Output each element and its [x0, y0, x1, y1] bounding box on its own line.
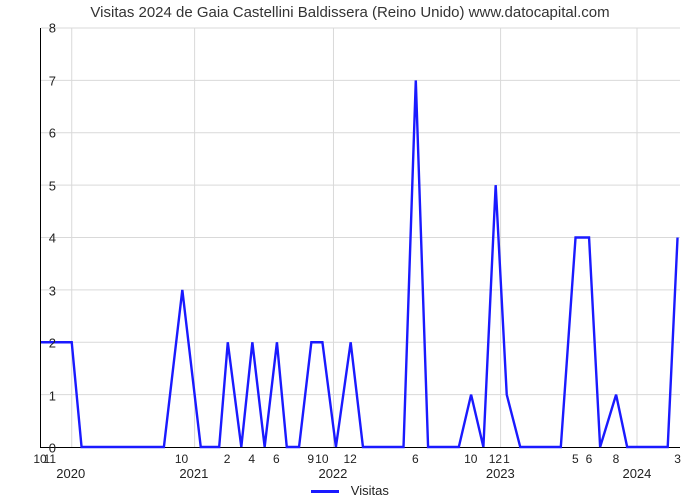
y-tick-label: 4: [16, 231, 56, 246]
x-tick-label: 12: [343, 452, 356, 466]
y-tick-label: 6: [16, 126, 56, 141]
y-tick-label: 2: [16, 336, 56, 351]
y-tick-label: 7: [16, 73, 56, 88]
x-tick-label: 8: [613, 452, 620, 466]
y-tick-label: 3: [16, 283, 56, 298]
x-year-label: 2021: [179, 466, 208, 481]
x-tick-label: 2: [224, 452, 231, 466]
x-year-label: 2020: [56, 466, 85, 481]
legend: Visitas: [0, 483, 700, 498]
x-year-label: 2022: [318, 466, 347, 481]
x-tick-label: 5: [572, 452, 579, 466]
x-tick-label: 12: [489, 452, 502, 466]
x-tick-label: 10: [464, 452, 477, 466]
plot-area: [40, 28, 680, 448]
legend-label: Visitas: [351, 483, 389, 498]
y-tick-label: 5: [16, 178, 56, 193]
legend-swatch: [311, 490, 339, 493]
y-tick-label: 8: [16, 21, 56, 36]
x-tick-label: 9: [307, 452, 314, 466]
x-tick-label: 4: [248, 452, 255, 466]
x-year-label: 2023: [486, 466, 515, 481]
chart-title: Visitas 2024 de Gaia Castellini Baldisse…: [0, 4, 700, 21]
x-tick-label: 3: [674, 452, 681, 466]
x-tick-label: 6: [273, 452, 280, 466]
x-tick-label: 6: [586, 452, 593, 466]
x-tick-label: 10: [175, 452, 188, 466]
y-tick-label: 1: [16, 388, 56, 403]
x-tick-label: 10: [315, 452, 328, 466]
x-tick-label: 11: [44, 452, 56, 466]
x-tick-label: 6: [412, 452, 419, 466]
chart-container: Visitas 2024 de Gaia Castellini Baldisse…: [0, 0, 700, 500]
chart-svg: [41, 28, 680, 447]
x-year-label: 2024: [622, 466, 651, 481]
x-tick-label: 1: [503, 452, 510, 466]
